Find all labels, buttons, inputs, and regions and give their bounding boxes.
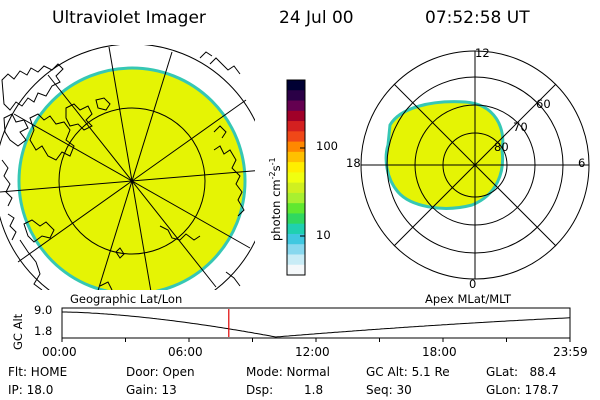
colorbar-segment xyxy=(287,233,305,245)
status-dsp-value: 1.8 xyxy=(304,383,324,397)
altitude-curve xyxy=(62,311,571,338)
colorbar-segment xyxy=(287,151,305,163)
colorbar-segment xyxy=(287,192,305,204)
colorbar-segment xyxy=(287,131,305,143)
colorbar-segment xyxy=(287,162,305,173)
colorbar-segment xyxy=(287,90,305,102)
colorbar-segment xyxy=(287,100,305,112)
colorbar-segment xyxy=(287,80,305,91)
mlat-label-70: 70 xyxy=(513,120,528,134)
mlat-label-80: 80 xyxy=(494,140,509,154)
magnetic-polar-plot xyxy=(360,50,590,280)
mlat-label-60: 60 xyxy=(536,97,551,111)
colorbar-segment xyxy=(287,264,305,276)
status-flight: Flt: HOME xyxy=(8,365,68,379)
mlt-label-18: 18 xyxy=(346,156,361,170)
longitude-lines xyxy=(0,46,255,290)
date-label: 24 Jul 00 xyxy=(279,8,354,28)
magnetic-panel-label: Apex MLat/MLT xyxy=(425,292,512,306)
timeline-xtick-2359: 23:59 xyxy=(553,345,588,359)
colorbar-segment xyxy=(287,182,305,194)
timeline-xtick-1200: 12:00 xyxy=(295,345,330,359)
status-ip: IP: 18.0 xyxy=(8,383,54,397)
timeline-ytick-low: 1.8 xyxy=(34,324,53,338)
status-gc-altitude: GC Alt: 5.1 Re xyxy=(366,365,450,379)
timeline-xtick-0000: 00:00 xyxy=(42,345,77,359)
color-scale-bar xyxy=(286,79,306,276)
colorbar-segment xyxy=(287,121,305,132)
status-mode: Mode: Normal xyxy=(246,365,330,379)
status-door: Door: Open xyxy=(126,365,195,379)
mlt-label-0: 0 xyxy=(469,277,477,291)
colorbar-tick-10: 10 xyxy=(316,228,331,242)
geographic-panel-label: Geographic Lat/Lon xyxy=(70,292,183,306)
colorbar-segment xyxy=(287,254,305,266)
status-sequence: Seq: 30 xyxy=(366,383,412,397)
mlt-label-12: 12 xyxy=(475,46,490,60)
status-glat: GLat: 88.4 xyxy=(486,365,557,379)
status-glon: GLon: 178.7 xyxy=(486,383,559,397)
colorbar-segment xyxy=(287,141,305,153)
colorbar-frame xyxy=(286,79,306,276)
timeline-xtick-0600: 06:00 xyxy=(168,345,203,359)
colorbar-segment xyxy=(287,223,305,235)
coastlines xyxy=(1,51,245,290)
lat-circle-inner xyxy=(58,107,206,255)
colorbar-segment xyxy=(287,203,305,214)
colorbar-segment xyxy=(287,172,305,184)
colorbar-segment xyxy=(287,213,305,225)
geographic-map xyxy=(0,45,255,290)
colorbar-tick-100: 100 xyxy=(316,139,338,153)
colorbar-unit-label: photon cm-2s-1 xyxy=(268,157,283,241)
colorbar-segment xyxy=(287,110,305,122)
status-gain: Gain: 13 xyxy=(126,383,177,397)
timeline-ticks xyxy=(61,338,571,342)
instrument-title: Ultraviolet Imager xyxy=(52,8,206,28)
colorbar-segment xyxy=(287,244,305,255)
mlt-label-6: 6 xyxy=(578,156,586,170)
status-dsp-label: Dsp: xyxy=(246,383,274,397)
timeline-ylabel: GC Alt xyxy=(11,313,25,350)
mlt-meridians xyxy=(361,51,589,279)
timeline-xtick-1800: 18:00 xyxy=(422,345,457,359)
timeline-ytick-high: 9.0 xyxy=(34,303,53,317)
altitude-timeline xyxy=(61,307,571,342)
time-label: 07:52:58 UT xyxy=(425,8,530,28)
